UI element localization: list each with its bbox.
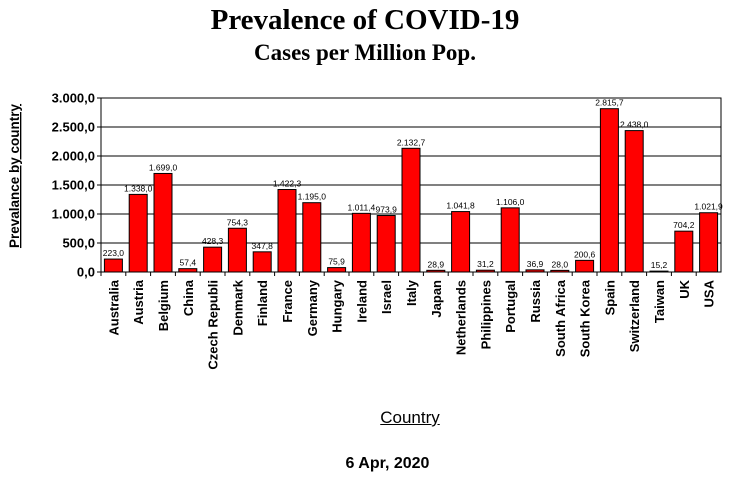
bar-czech-republi xyxy=(203,246,223,273)
bar-belgium xyxy=(153,172,173,273)
data-label: 754,3 xyxy=(227,217,249,227)
x-tick-label: Taiwan xyxy=(652,280,667,323)
bar-switzerland xyxy=(624,130,644,273)
x-tick-label: South Korea xyxy=(578,279,593,357)
bar-netherlands xyxy=(451,211,471,273)
data-label: 75,9 xyxy=(328,257,345,267)
bar-uk xyxy=(674,230,694,273)
x-tick-label: UK xyxy=(677,279,692,298)
data-label: 704,2 xyxy=(673,220,695,230)
x-tick-label: South Africa xyxy=(553,279,568,357)
x-tick-label: Germany xyxy=(305,279,320,336)
x-tick-label: France xyxy=(280,280,295,323)
chart-subtitle: Cases per Million Pop. xyxy=(254,40,476,65)
data-label: 1.422,3 xyxy=(273,179,302,189)
bar-ireland xyxy=(351,212,371,273)
bar-philippines xyxy=(475,269,495,273)
y-axis-title: Prevalance by country xyxy=(7,103,22,248)
x-tick-label: Switzerland xyxy=(627,280,642,352)
y-axis-ticks: 0,0 500,0 1.000,0 1.500,0 2.000,0 2.500,0 3.00… xyxy=(52,91,101,280)
bar-italy xyxy=(401,147,421,273)
data-label: 200,6 xyxy=(574,249,596,259)
bar-germany xyxy=(302,202,322,273)
bar-austria xyxy=(128,193,148,273)
bars xyxy=(103,108,719,273)
bar-denmark xyxy=(227,227,247,273)
y-tick-label: 2.000,0 xyxy=(52,149,95,164)
x-tick-label: China xyxy=(181,279,196,316)
x-tick-label: Portugal xyxy=(503,280,518,333)
bar-portugal xyxy=(500,207,520,273)
data-label: 1.041,8 xyxy=(446,201,475,211)
bar-taiwan xyxy=(649,270,669,273)
data-label: 2.438,0 xyxy=(620,120,649,130)
data-label: 223,0 xyxy=(103,248,125,258)
data-label: 973,9 xyxy=(376,205,398,215)
x-axis-title: Country xyxy=(380,408,440,427)
data-label: 1.195,0 xyxy=(298,192,327,202)
data-label: 1.011,4 xyxy=(348,202,376,212)
data-label: 57,4 xyxy=(180,258,197,268)
data-label: 1.106,0 xyxy=(496,197,525,207)
y-tick-label: 0,0 xyxy=(77,265,95,280)
x-tick-label: Czech Republi xyxy=(206,280,221,370)
data-label: 1.699,0 xyxy=(149,162,178,172)
x-tick-label: Israel xyxy=(379,280,394,314)
data-label: 2.132,7 xyxy=(397,137,426,147)
bar-spain xyxy=(599,108,619,273)
x-tick-label: Belgium xyxy=(156,280,171,331)
bar-south-africa xyxy=(550,269,570,273)
x-tick-label: Denmark xyxy=(230,279,245,335)
x-axis-categories: Australia Austria Belgium China Czech Republ… xyxy=(100,272,717,370)
x-tick-label: Australia xyxy=(106,279,121,335)
data-label: 347,8 xyxy=(252,241,274,251)
x-tick-label: Finland xyxy=(255,280,270,326)
data-label: 15,2 xyxy=(651,260,668,270)
bar-usa xyxy=(699,212,719,273)
x-tick-label: Japan xyxy=(429,280,444,318)
bar-finland xyxy=(252,251,272,273)
x-tick-label: USA xyxy=(702,279,717,307)
y-tick-label: 1.500,0 xyxy=(52,178,95,193)
bar-russia xyxy=(525,269,545,273)
data-label: 28,9 xyxy=(428,259,445,269)
data-label: 1.338,0 xyxy=(124,183,153,193)
y-tick-label: 500,0 xyxy=(62,236,95,251)
y-tick-label: 2.500,0 xyxy=(52,120,95,135)
data-label: 1.021,9 xyxy=(694,202,723,212)
y-tick-label: 1.000,0 xyxy=(52,207,95,222)
data-label: 28,0 xyxy=(552,259,569,269)
x-tick-label: Russia xyxy=(528,279,543,322)
bar-hungary xyxy=(327,267,347,273)
data-label: 36,9 xyxy=(527,259,544,269)
bar-south-korea xyxy=(575,259,595,273)
x-tick-label: Netherlands xyxy=(454,280,469,355)
date-label: 6 Apr, 2020 xyxy=(345,455,430,472)
bar-france xyxy=(277,189,297,273)
data-label: 428,3 xyxy=(202,236,224,246)
x-tick-label: Hungary xyxy=(330,279,345,333)
data-label: 2.815,7 xyxy=(595,98,624,108)
x-tick-label: Austria xyxy=(131,279,146,325)
bar-china xyxy=(178,268,198,273)
data-label: 31,2 xyxy=(477,259,494,269)
x-tick-label: Ireland xyxy=(354,280,369,323)
x-tick-label: Italy xyxy=(404,279,419,306)
x-tick-label: Spain xyxy=(602,280,617,315)
bar-japan xyxy=(426,269,446,273)
y-tick-label: 3.000,0 xyxy=(52,91,95,106)
bar-israel xyxy=(376,215,396,273)
chart-title: Prevalence of COVID-19 xyxy=(210,4,520,36)
bar-australia xyxy=(103,258,123,273)
x-tick-label: Philippines xyxy=(478,280,493,349)
